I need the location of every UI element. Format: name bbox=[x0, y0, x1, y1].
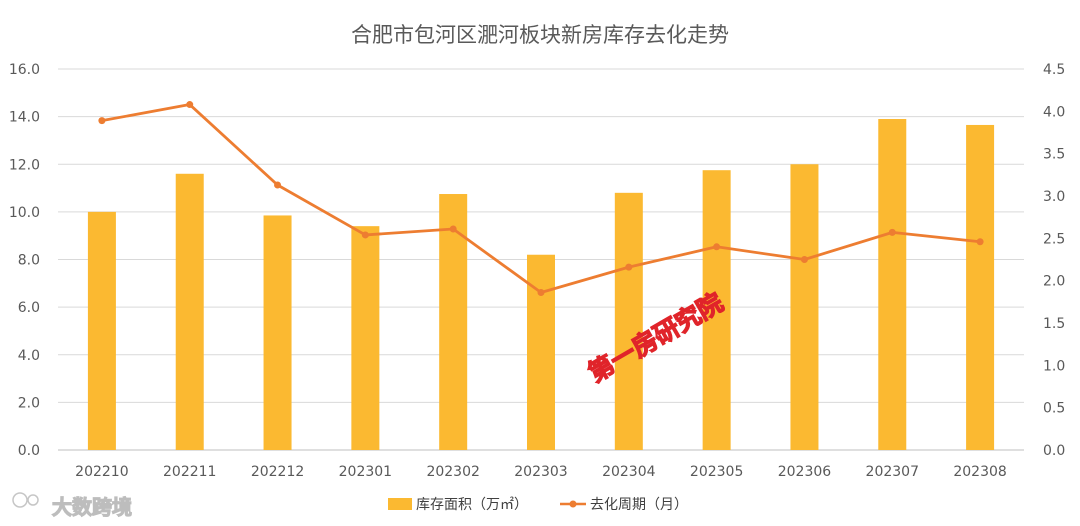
line-point-202211 bbox=[186, 101, 194, 109]
y-left-tick-labels: 0.0 2.0 4.0 6.0 8.0 10.0 12.0 14.0 16.0 bbox=[9, 62, 40, 459]
x-tick-label: 202211 bbox=[163, 464, 216, 480]
line-point-202308 bbox=[976, 238, 984, 246]
x-tick-label: 202212 bbox=[251, 464, 304, 480]
x-tick-label: 202307 bbox=[866, 464, 919, 480]
line-point-202307 bbox=[888, 228, 896, 236]
legend-label-bar: 库存面积（万㎡） bbox=[416, 497, 528, 513]
x-tick-label: 202303 bbox=[514, 464, 567, 480]
bar-202210 bbox=[87, 211, 116, 450]
x-tick-label: 202308 bbox=[953, 464, 1006, 480]
x-tick-label: 202305 bbox=[690, 464, 743, 480]
y-left-tick-label: 6.0 bbox=[18, 300, 40, 316]
line-point-202303 bbox=[537, 289, 545, 297]
bar-202307 bbox=[878, 119, 907, 450]
logo-watermark-text: 大数跨境 bbox=[52, 495, 132, 519]
line-point-202212 bbox=[274, 181, 282, 189]
x-tick-label: 202302 bbox=[426, 464, 479, 480]
bar-202301 bbox=[351, 226, 380, 450]
bar-202305 bbox=[702, 170, 731, 450]
bar-202304 bbox=[614, 192, 643, 450]
line-point-202302 bbox=[449, 225, 457, 233]
legend-swatch-bar bbox=[388, 498, 412, 510]
bar-202306 bbox=[790, 164, 819, 450]
line-series bbox=[98, 101, 984, 297]
y-left-tick-label: 4.0 bbox=[18, 348, 40, 364]
line-point-202210 bbox=[98, 117, 106, 125]
y-right-tick-label: 3.0 bbox=[1043, 189, 1065, 205]
y-left-tick-label: 14.0 bbox=[9, 110, 40, 126]
line-point-202305 bbox=[713, 243, 721, 251]
bar-202308 bbox=[966, 124, 995, 450]
x-tick-label: 202304 bbox=[602, 464, 656, 480]
line-point-202306 bbox=[800, 256, 808, 263]
logo-ring-icon bbox=[12, 492, 28, 508]
y-right-tick-label: 4.5 bbox=[1043, 62, 1065, 78]
bar-202211 bbox=[175, 173, 204, 450]
chart-title: 合肥市包河区淝河板块新房库存去化走势 bbox=[351, 23, 729, 47]
y-right-tick-label: 4.0 bbox=[1043, 104, 1065, 120]
line-point-202304 bbox=[625, 263, 633, 271]
line-point-202301 bbox=[361, 231, 369, 239]
bar-series bbox=[87, 119, 995, 450]
y-right-tick-label: 0.5 bbox=[1043, 401, 1065, 417]
logo-watermark: 大数跨境 bbox=[12, 492, 133, 520]
y-left-tick-label: 12.0 bbox=[9, 157, 40, 173]
legend-label-line: 去化周期（月） bbox=[590, 497, 688, 513]
y-left-tick-label: 10.0 bbox=[9, 205, 40, 221]
y-right-tick-label: 3.5 bbox=[1043, 147, 1065, 163]
legend: 库存面积（万㎡） 去化周期（月） bbox=[388, 497, 688, 513]
y-left-tick-label: 2.0 bbox=[18, 395, 40, 411]
y-right-tick-label: 2.5 bbox=[1043, 231, 1065, 247]
x-tick-label: 202306 bbox=[778, 464, 832, 480]
y-right-tick-label: 1.5 bbox=[1043, 316, 1065, 332]
logo-ring-icon bbox=[27, 494, 39, 506]
x-tick-labels: 202210 202211 202212 202301 202302 202303 2023… bbox=[75, 464, 1007, 480]
y-right-tick-labels: 0.0 0.5 1.0 1.5 2.0 2.5 3.0 3.5 4.0 4.5 bbox=[1043, 62, 1065, 459]
x-tick-label: 202301 bbox=[339, 464, 392, 480]
bar-202212 bbox=[263, 215, 292, 450]
y-right-tick-label: 0.0 bbox=[1043, 443, 1065, 459]
legend-swatch-marker bbox=[569, 500, 577, 508]
y-left-tick-label: 0.0 bbox=[18, 443, 40, 459]
x-tick-label: 202210 bbox=[75, 464, 128, 480]
y-right-tick-label: 2.0 bbox=[1043, 274, 1065, 290]
y-right-tick-label: 1.0 bbox=[1043, 358, 1065, 374]
y-left-tick-label: 8.0 bbox=[18, 253, 40, 269]
y-left-tick-label: 16.0 bbox=[9, 62, 40, 78]
